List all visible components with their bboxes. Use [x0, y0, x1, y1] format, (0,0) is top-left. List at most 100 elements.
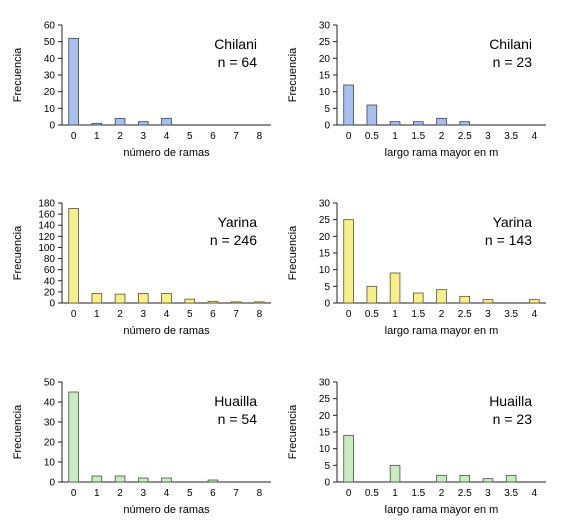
y-tick-label: 50 — [44, 378, 56, 389]
x-tick-label: 3 — [485, 488, 491, 499]
x-tick-label: 0.5 — [365, 131, 379, 142]
x-tick-label: 1 — [94, 488, 100, 499]
x-axis-label: número de ramas — [123, 504, 210, 516]
x-tick-label: 2 — [439, 488, 445, 499]
bar — [161, 477, 172, 483]
bar — [389, 272, 401, 304]
y-tick-label: 40 — [44, 54, 56, 65]
chart-huailla-length: Frecuencia 0 5 10 15 20 25 30 0 0.5 1 1.5 2 2.5 3 3.5 4 l… — [285, 372, 550, 522]
chart-huailla-branches: Frecuencia 0 10 20 30 40 50 0 1 2 3 4 5 6 7 8 número de … — [10, 372, 275, 522]
bar — [436, 474, 447, 483]
bar — [138, 293, 149, 304]
x-tick-label: 0 — [71, 488, 77, 499]
y-axis-label: Frecuencia — [287, 225, 299, 280]
y-tick-label: 20 — [319, 411, 331, 422]
bar — [436, 117, 447, 126]
x-tick-label: 4 — [164, 488, 170, 499]
x-tick-label: 2 — [439, 309, 445, 320]
x-tick-label: 2 — [439, 131, 445, 142]
x-tick-label: 3 — [485, 309, 491, 320]
x-tick-label: 3 — [140, 488, 146, 499]
location-label: Huailla — [489, 393, 532, 409]
y-tick-label: 5 — [324, 461, 330, 472]
x-tick-label: 4 — [164, 131, 170, 142]
x-tick-label: 3.5 — [504, 488, 518, 499]
sample-size-label: n = 23 — [493, 54, 533, 70]
y-tick-label: 0 — [324, 121, 330, 132]
y-tick-label: 10 — [319, 265, 331, 276]
x-tick-label: 1 — [94, 309, 100, 320]
y-tick-label: 0 — [49, 121, 55, 132]
bar — [459, 121, 470, 126]
x-tick-label: 7 — [233, 131, 239, 142]
chart-svg: Frecuencia 0 5 10 15 20 25 30 0 0.5 1 1.5 2 2.5 3 3.5 4 l… — [287, 378, 546, 516]
y-tick-label: 5 — [324, 282, 330, 293]
chart-chilani-branches: Frecuencia 0 10 20 30 40 50 60 0 1 2 3 4 5 6 7 8 número d… — [10, 15, 275, 165]
x-tick-label: 0 — [71, 131, 77, 142]
y-tick-label: 5 — [324, 104, 330, 115]
y-tick-label: 30 — [319, 378, 331, 389]
x-tick-label: 2 — [117, 131, 123, 142]
sample-size-label: n = 246 — [210, 232, 257, 248]
bar — [91, 293, 103, 304]
x-tick-label: 0 — [346, 309, 352, 320]
x-tick-label: 8 — [257, 309, 263, 320]
y-tick-label: 25 — [319, 37, 331, 48]
bar — [114, 475, 126, 483]
bar — [68, 391, 79, 483]
chart-svg: Frecuencia 0 10 20 30 40 50 60 0 1 2 3 4 5 6 7 8 número d… — [12, 21, 271, 159]
bar — [114, 117, 126, 126]
y-tick-label: 180 — [38, 199, 55, 210]
bar — [254, 301, 265, 304]
bar — [161, 117, 172, 126]
bar — [68, 208, 79, 304]
x-tick-label: 7 — [233, 488, 239, 499]
x-tick-label: 1 — [392, 309, 398, 320]
bar — [529, 299, 540, 304]
y-tick-label: 40 — [44, 398, 56, 409]
location-label: Huailla — [214, 393, 257, 409]
bar — [366, 104, 378, 126]
y-tick-label: 160 — [38, 210, 55, 221]
x-tick-label: 5 — [187, 131, 193, 142]
bar — [389, 121, 401, 126]
bar — [459, 474, 470, 483]
y-tick-label: 0 — [324, 299, 330, 310]
y-tick-label: 0 — [49, 478, 55, 489]
y-axis-label: Frecuencia — [12, 404, 24, 459]
y-tick-label: 20 — [44, 438, 56, 449]
x-tick-label: 3.5 — [504, 309, 518, 320]
x-tick-label: 2.5 — [458, 131, 472, 142]
x-tick-label: 1 — [392, 131, 398, 142]
y-tick-label: 25 — [319, 394, 331, 405]
bar — [138, 121, 149, 126]
chart-yarina-length: Frecuencia 0 5 10 15 20 25 30 0 0.5 1 1.5 2 2.5 3 3.5 4 l… — [285, 193, 550, 343]
y-tick-label: 10 — [44, 458, 56, 469]
y-tick-label: 20 — [44, 287, 56, 298]
y-tick-label: 100 — [38, 243, 55, 254]
y-tick-label: 50 — [44, 37, 56, 48]
y-tick-label: 30 — [319, 21, 331, 32]
location-label: Chilani — [214, 36, 257, 52]
y-tick-label: 15 — [319, 71, 331, 82]
bar — [207, 479, 219, 483]
x-tick-label: 4 — [532, 309, 538, 320]
x-tick-label: 4 — [164, 309, 170, 320]
chart-yarina-branches: Frecuencia 0 20 40 60 80 100 120 140 160 180 0 1 2 3 4 5… — [10, 193, 275, 343]
x-tick-label: 1.5 — [411, 131, 425, 142]
x-tick-label: 6 — [210, 131, 216, 142]
x-axis-label: largo rama mayor en m — [385, 504, 499, 516]
y-tick-label: 30 — [44, 71, 56, 82]
bar — [413, 121, 424, 126]
y-tick-label: 120 — [38, 232, 55, 243]
y-tick-label: 140 — [38, 221, 55, 232]
x-tick-label: 3.5 — [504, 131, 518, 142]
x-tick-label: 1 — [94, 131, 100, 142]
y-tick-label: 60 — [44, 265, 56, 276]
bar — [138, 477, 149, 483]
y-tick-label: 20 — [44, 87, 56, 98]
y-tick-label: 25 — [319, 215, 331, 226]
y-axis-label: Frecuencia — [12, 47, 24, 102]
x-tick-label: 2 — [117, 488, 123, 499]
